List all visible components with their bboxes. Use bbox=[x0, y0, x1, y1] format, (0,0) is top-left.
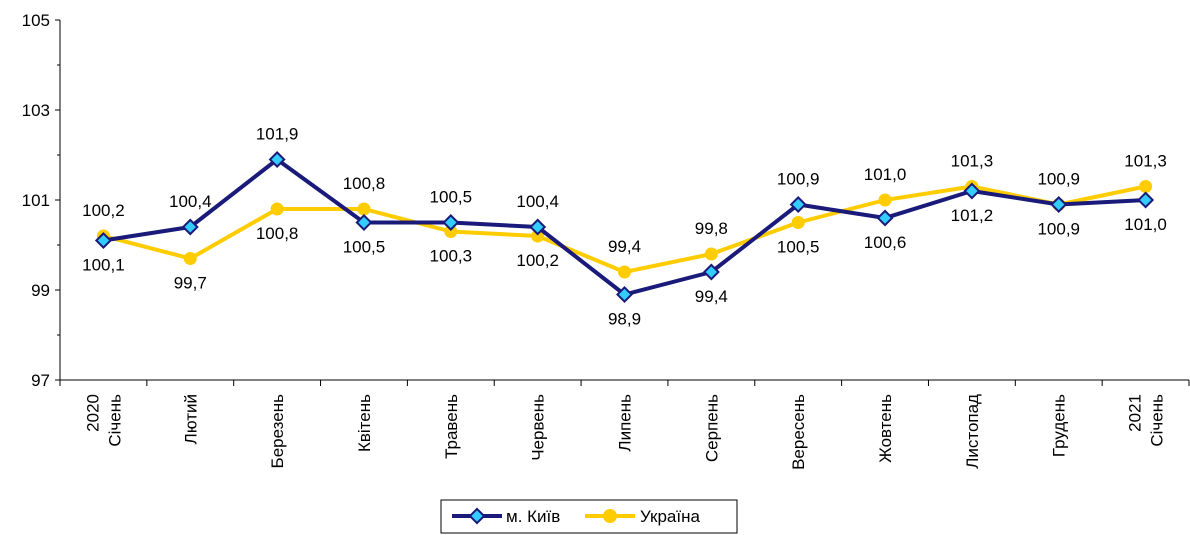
point-kyiv bbox=[355, 214, 373, 231]
x-tick-label: Січень bbox=[1148, 394, 1167, 447]
point-ukraine bbox=[270, 202, 284, 216]
data-label-kyiv: 101,0 bbox=[1124, 215, 1167, 234]
point-kyiv bbox=[181, 218, 199, 236]
data-label-ukraine: 101,3 bbox=[951, 152, 994, 171]
x-tick-label: Листопад bbox=[963, 394, 982, 469]
x-tick-label: Липень bbox=[616, 394, 635, 452]
data-label-kyiv: 100,6 bbox=[864, 233, 907, 252]
x-tick-label: Травень bbox=[442, 394, 461, 459]
data-label-ukraine: 99,4 bbox=[608, 237, 641, 256]
point-kyiv bbox=[1137, 191, 1155, 209]
legend-marker-ukraine bbox=[603, 509, 617, 523]
point-ukraine bbox=[357, 202, 371, 216]
point-ukraine bbox=[183, 252, 197, 265]
x-tick-label: Березень bbox=[268, 394, 287, 469]
point-kyiv bbox=[876, 209, 894, 227]
data-label-kyiv: 100,9 bbox=[1037, 220, 1080, 239]
data-labels-group: 100,1 100,2 100,4 99,7 101,9 100,8 100,5 100,8 1… bbox=[82, 125, 1167, 329]
y-tick-label: 103 bbox=[22, 101, 50, 120]
point-ukraine bbox=[791, 216, 805, 229]
point-kyiv bbox=[442, 214, 460, 231]
data-label-kyiv: 101,2 bbox=[951, 206, 994, 225]
x-tick-label: Жовтень bbox=[876, 394, 895, 463]
data-label-ukraine: 100,8 bbox=[256, 224, 299, 243]
data-label-kyiv: 100,4 bbox=[169, 192, 212, 211]
y-tick-label: 97 bbox=[31, 371, 50, 390]
x-tick-label: 2020 bbox=[83, 394, 102, 432]
point-ukraine bbox=[444, 225, 458, 238]
axes bbox=[55, 19, 1190, 386]
data-label-ukraine: 100,8 bbox=[343, 174, 386, 193]
data-label-kyiv: 100,9 bbox=[777, 170, 820, 189]
point-ukraine bbox=[618, 265, 631, 279]
data-label-kyiv: 99,4 bbox=[695, 287, 728, 306]
data-label-ukraine: 100,9 bbox=[1037, 170, 1080, 189]
point-kyiv bbox=[94, 232, 112, 249]
legend: м. Київ Україна bbox=[440, 499, 738, 534]
legend-label-kyiv: м. Київ bbox=[506, 507, 560, 526]
data-label-ukraine: 100,3 bbox=[430, 247, 473, 266]
point-kyiv bbox=[268, 151, 286, 168]
x-tick-label: Червень bbox=[529, 394, 548, 461]
point-kyiv bbox=[616, 286, 633, 303]
data-label-kyiv: 98,9 bbox=[608, 310, 641, 329]
data-label-kyiv: 100,5 bbox=[430, 188, 473, 207]
y-tick-label: 101 bbox=[22, 191, 50, 210]
data-label-ukraine: 101,3 bbox=[1124, 152, 1167, 171]
point-kyiv bbox=[963, 182, 981, 200]
x-tick-label: 2021 bbox=[1126, 394, 1145, 432]
point-ukraine bbox=[704, 247, 718, 261]
data-label-kyiv: 100,5 bbox=[343, 238, 386, 257]
data-label-ukraine: 101,0 bbox=[864, 165, 907, 184]
point-ukraine bbox=[878, 193, 892, 207]
data-label-kyiv: 100,4 bbox=[516, 192, 559, 211]
y-tick-label: 99 bbox=[31, 281, 50, 300]
data-label-ukraine: 99,8 bbox=[695, 219, 728, 238]
data-label-kyiv: 100,1 bbox=[82, 256, 125, 275]
x-tick-label: Лютий bbox=[181, 394, 200, 444]
data-label-ukraine: 100,5 bbox=[777, 238, 820, 257]
data-label-ukraine: 99,7 bbox=[174, 274, 207, 293]
point-ukraine bbox=[1139, 180, 1153, 193]
data-label-kyiv: 101,9 bbox=[256, 125, 299, 144]
series-group bbox=[94, 151, 1155, 303]
point-kyiv bbox=[789, 196, 807, 213]
x-tick-label: Квітень bbox=[355, 394, 374, 452]
x-tick-labels: 2020 Січень Лютий Березень Квітень Травень Чер… bbox=[83, 394, 1166, 470]
point-kyiv bbox=[529, 218, 547, 236]
data-label-ukraine: 100,2 bbox=[516, 251, 559, 270]
y-tick-label: 105 bbox=[22, 11, 50, 30]
point-kyiv bbox=[1050, 196, 1068, 213]
x-tick-label: Вересень bbox=[789, 394, 808, 470]
y-tick-labels: 97 99 101 103 105 bbox=[22, 11, 50, 390]
x-tick-label: Грудень bbox=[1050, 394, 1069, 457]
point-ukraine bbox=[531, 229, 545, 243]
point-kyiv bbox=[702, 263, 720, 281]
data-label-ukraine: 100,2 bbox=[82, 201, 125, 220]
x-tick-label: Серпень bbox=[702, 394, 721, 462]
legend-marker-kyiv bbox=[468, 507, 486, 525]
legend-label-ukraine: Україна bbox=[640, 507, 700, 526]
x-tick-label: Січень bbox=[105, 394, 124, 447]
